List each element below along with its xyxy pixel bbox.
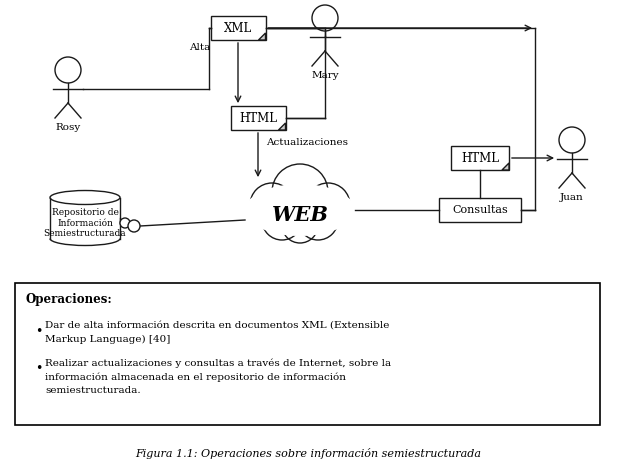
- Text: Operaciones:: Operaciones:: [25, 293, 112, 306]
- Bar: [15, 283, 600, 425]
- Text: Rosy: Rosy: [56, 123, 81, 132]
- Text: información almacenada en el repositorio de información: información almacenada en el repositorio…: [45, 372, 346, 382]
- Polygon shape: [502, 163, 509, 170]
- Bar: [210, 16, 265, 40]
- Text: Markup Language) [40]: Markup Language) [40]: [45, 335, 170, 344]
- Text: HTML: HTML: [239, 112, 277, 125]
- Text: Figura 1.1: Operaciones sobre información semiestructurada: Figura 1.1: Operaciones sobre informació…: [136, 448, 481, 459]
- Text: WEB: WEB: [271, 205, 328, 225]
- Text: XML: XML: [224, 21, 252, 35]
- Polygon shape: [259, 33, 265, 40]
- Circle shape: [272, 164, 328, 220]
- Bar: [451, 146, 509, 170]
- Circle shape: [250, 183, 294, 227]
- Ellipse shape: [50, 190, 120, 205]
- Text: •: •: [35, 325, 43, 338]
- Circle shape: [120, 218, 130, 228]
- Text: Repositorio de
Información
Semiestructurada: Repositorio de Información Semiestructur…: [44, 208, 126, 238]
- Text: Dar de alta información descrita en documentos XML (Extensible: Dar de alta información descrita en docu…: [45, 321, 389, 330]
- Bar: [231, 106, 286, 130]
- Circle shape: [128, 220, 140, 232]
- Bar: [50, 198, 120, 238]
- Polygon shape: [278, 123, 286, 130]
- Text: HTML: HTML: [461, 151, 499, 164]
- Bar: [439, 198, 521, 222]
- Circle shape: [298, 200, 338, 240]
- Text: Consultas: Consultas: [452, 205, 508, 215]
- Text: •: •: [35, 362, 43, 375]
- Text: semiestructurada.: semiestructurada.: [45, 386, 141, 395]
- Text: Mary: Mary: [311, 71, 339, 80]
- Circle shape: [282, 207, 318, 243]
- Text: Alta: Alta: [189, 43, 210, 52]
- Ellipse shape: [245, 184, 355, 236]
- Circle shape: [306, 183, 350, 227]
- Circle shape: [262, 200, 302, 240]
- Text: Realizar actualizaciones y consultas a través de Internet, sobre la: Realizar actualizaciones y consultas a t…: [45, 358, 391, 368]
- Text: Actualizaciones: Actualizaciones: [266, 138, 348, 147]
- Text: Juan: Juan: [560, 193, 584, 202]
